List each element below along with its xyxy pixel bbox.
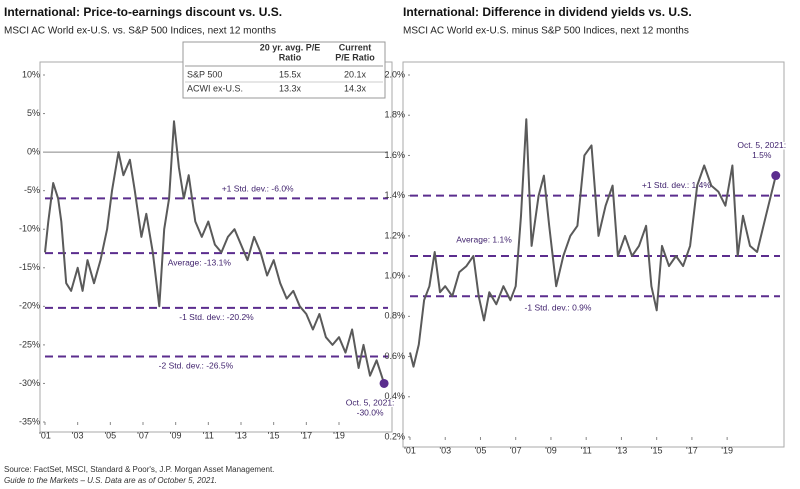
annotation: 1.5% (752, 150, 772, 160)
chart-subtitle: MSCI AC World ex-U.S. minus S&P 500 Indi… (403, 26, 689, 37)
x-tick-label: '11 (203, 430, 214, 440)
y-tick-label: -25% (19, 339, 40, 349)
footer-note: Guide to the Markets – U.S. Data are as … (4, 476, 217, 485)
y-tick-label: -10% (19, 224, 40, 234)
x-tick-label: '05 (104, 430, 116, 440)
table-cell: S&P 500 (187, 69, 222, 79)
x-tick-label: '15 (268, 430, 280, 440)
table-cell: 15.5x (279, 69, 302, 79)
table-header: Ratio (279, 52, 302, 62)
y-tick-label: -15% (19, 262, 40, 272)
y-tick-label: 0% (27, 146, 40, 156)
y-tick-label: 1.2% (384, 230, 405, 240)
reference-label: -2 Std. dev.: -26.5% (159, 361, 234, 371)
x-tick-label: '11 (581, 445, 592, 455)
x-tick-label: '01 (404, 445, 416, 455)
x-tick-label: '03 (72, 430, 84, 440)
x-tick-label: '13 (616, 445, 628, 455)
annotation: -30.0% (357, 408, 384, 418)
x-tick-label: '05 (475, 445, 487, 455)
table-box (182, 41, 386, 99)
data-line (409, 118, 777, 368)
reference-label: +1 Std. dev.: 1.4% (642, 180, 712, 190)
annotation: Oct. 5, 2021: (737, 140, 786, 150)
y-tick-label: 1.4% (384, 190, 405, 200)
table-header: Current (339, 42, 372, 52)
x-tick-label: '07 (137, 430, 149, 440)
table-header: 20 yr. avg. P/E (260, 42, 321, 52)
y-tick-label: 2.0% (384, 69, 405, 79)
y-tick-label: -30% (19, 378, 40, 388)
table-cell: 20.1x (344, 69, 367, 79)
y-tick-label: 5% (27, 108, 40, 118)
x-tick-label: '19 (333, 430, 345, 440)
reference-label: +1 Std. dev.: -6.0% (222, 184, 294, 194)
latest-point (771, 171, 781, 181)
y-tick-label: -35% (19, 416, 40, 426)
x-tick-label: '15 (651, 445, 663, 455)
x-tick-label: '17 (300, 430, 312, 440)
table-cell: 14.3x (344, 83, 367, 93)
chart-subtitle: MSCI AC World ex-U.S. vs. S&P 500 Indice… (4, 26, 276, 37)
chart-title: International: Difference in dividend yi… (403, 5, 692, 19)
x-tick-label: '13 (235, 430, 247, 440)
y-tick-label: 1.8% (384, 110, 405, 120)
reference-label: Average: 1.1% (456, 234, 512, 244)
x-tick-label: '09 (170, 430, 182, 440)
y-tick-label: 0.8% (384, 311, 405, 321)
x-tick-label: '19 (721, 445, 733, 455)
x-tick-label: '01 (39, 430, 51, 440)
y-tick-label: -5% (24, 185, 40, 195)
annotation: Oct. 5, 2021: (346, 398, 395, 408)
y-tick-label: 1.6% (384, 150, 405, 160)
y-tick-label: 0.4% (384, 391, 405, 401)
reference-label: Average: -13.1% (168, 257, 232, 267)
y-tick-label: 0.6% (384, 351, 405, 361)
y-tick-label: 10% (22, 69, 40, 79)
panel-frame (402, 61, 785, 448)
reference-label: -1 Std. dev.: 0.9% (525, 302, 592, 312)
x-tick-label: '17 (686, 445, 698, 455)
y-tick-label: 1.0% (384, 270, 405, 280)
latest-point (379, 378, 389, 388)
x-tick-label: '09 (545, 445, 557, 455)
reference-label: -1 Std. dev.: -20.2% (179, 312, 254, 322)
data-line (44, 120, 386, 384)
x-tick-label: '03 (439, 445, 451, 455)
y-tick-label: -20% (19, 301, 40, 311)
y-tick-label: 0.2% (384, 431, 405, 441)
x-tick-label: '07 (510, 445, 522, 455)
table-header: P/E Ratio (335, 52, 375, 62)
table-cell: 13.3x (279, 83, 302, 93)
footer-source: Source: FactSet, MSCI, Standard & Poor's… (4, 465, 274, 474)
chart-title: International: Price-to-earnings discoun… (4, 5, 282, 19)
table-cell: ACWI ex-U.S. (187, 83, 243, 93)
